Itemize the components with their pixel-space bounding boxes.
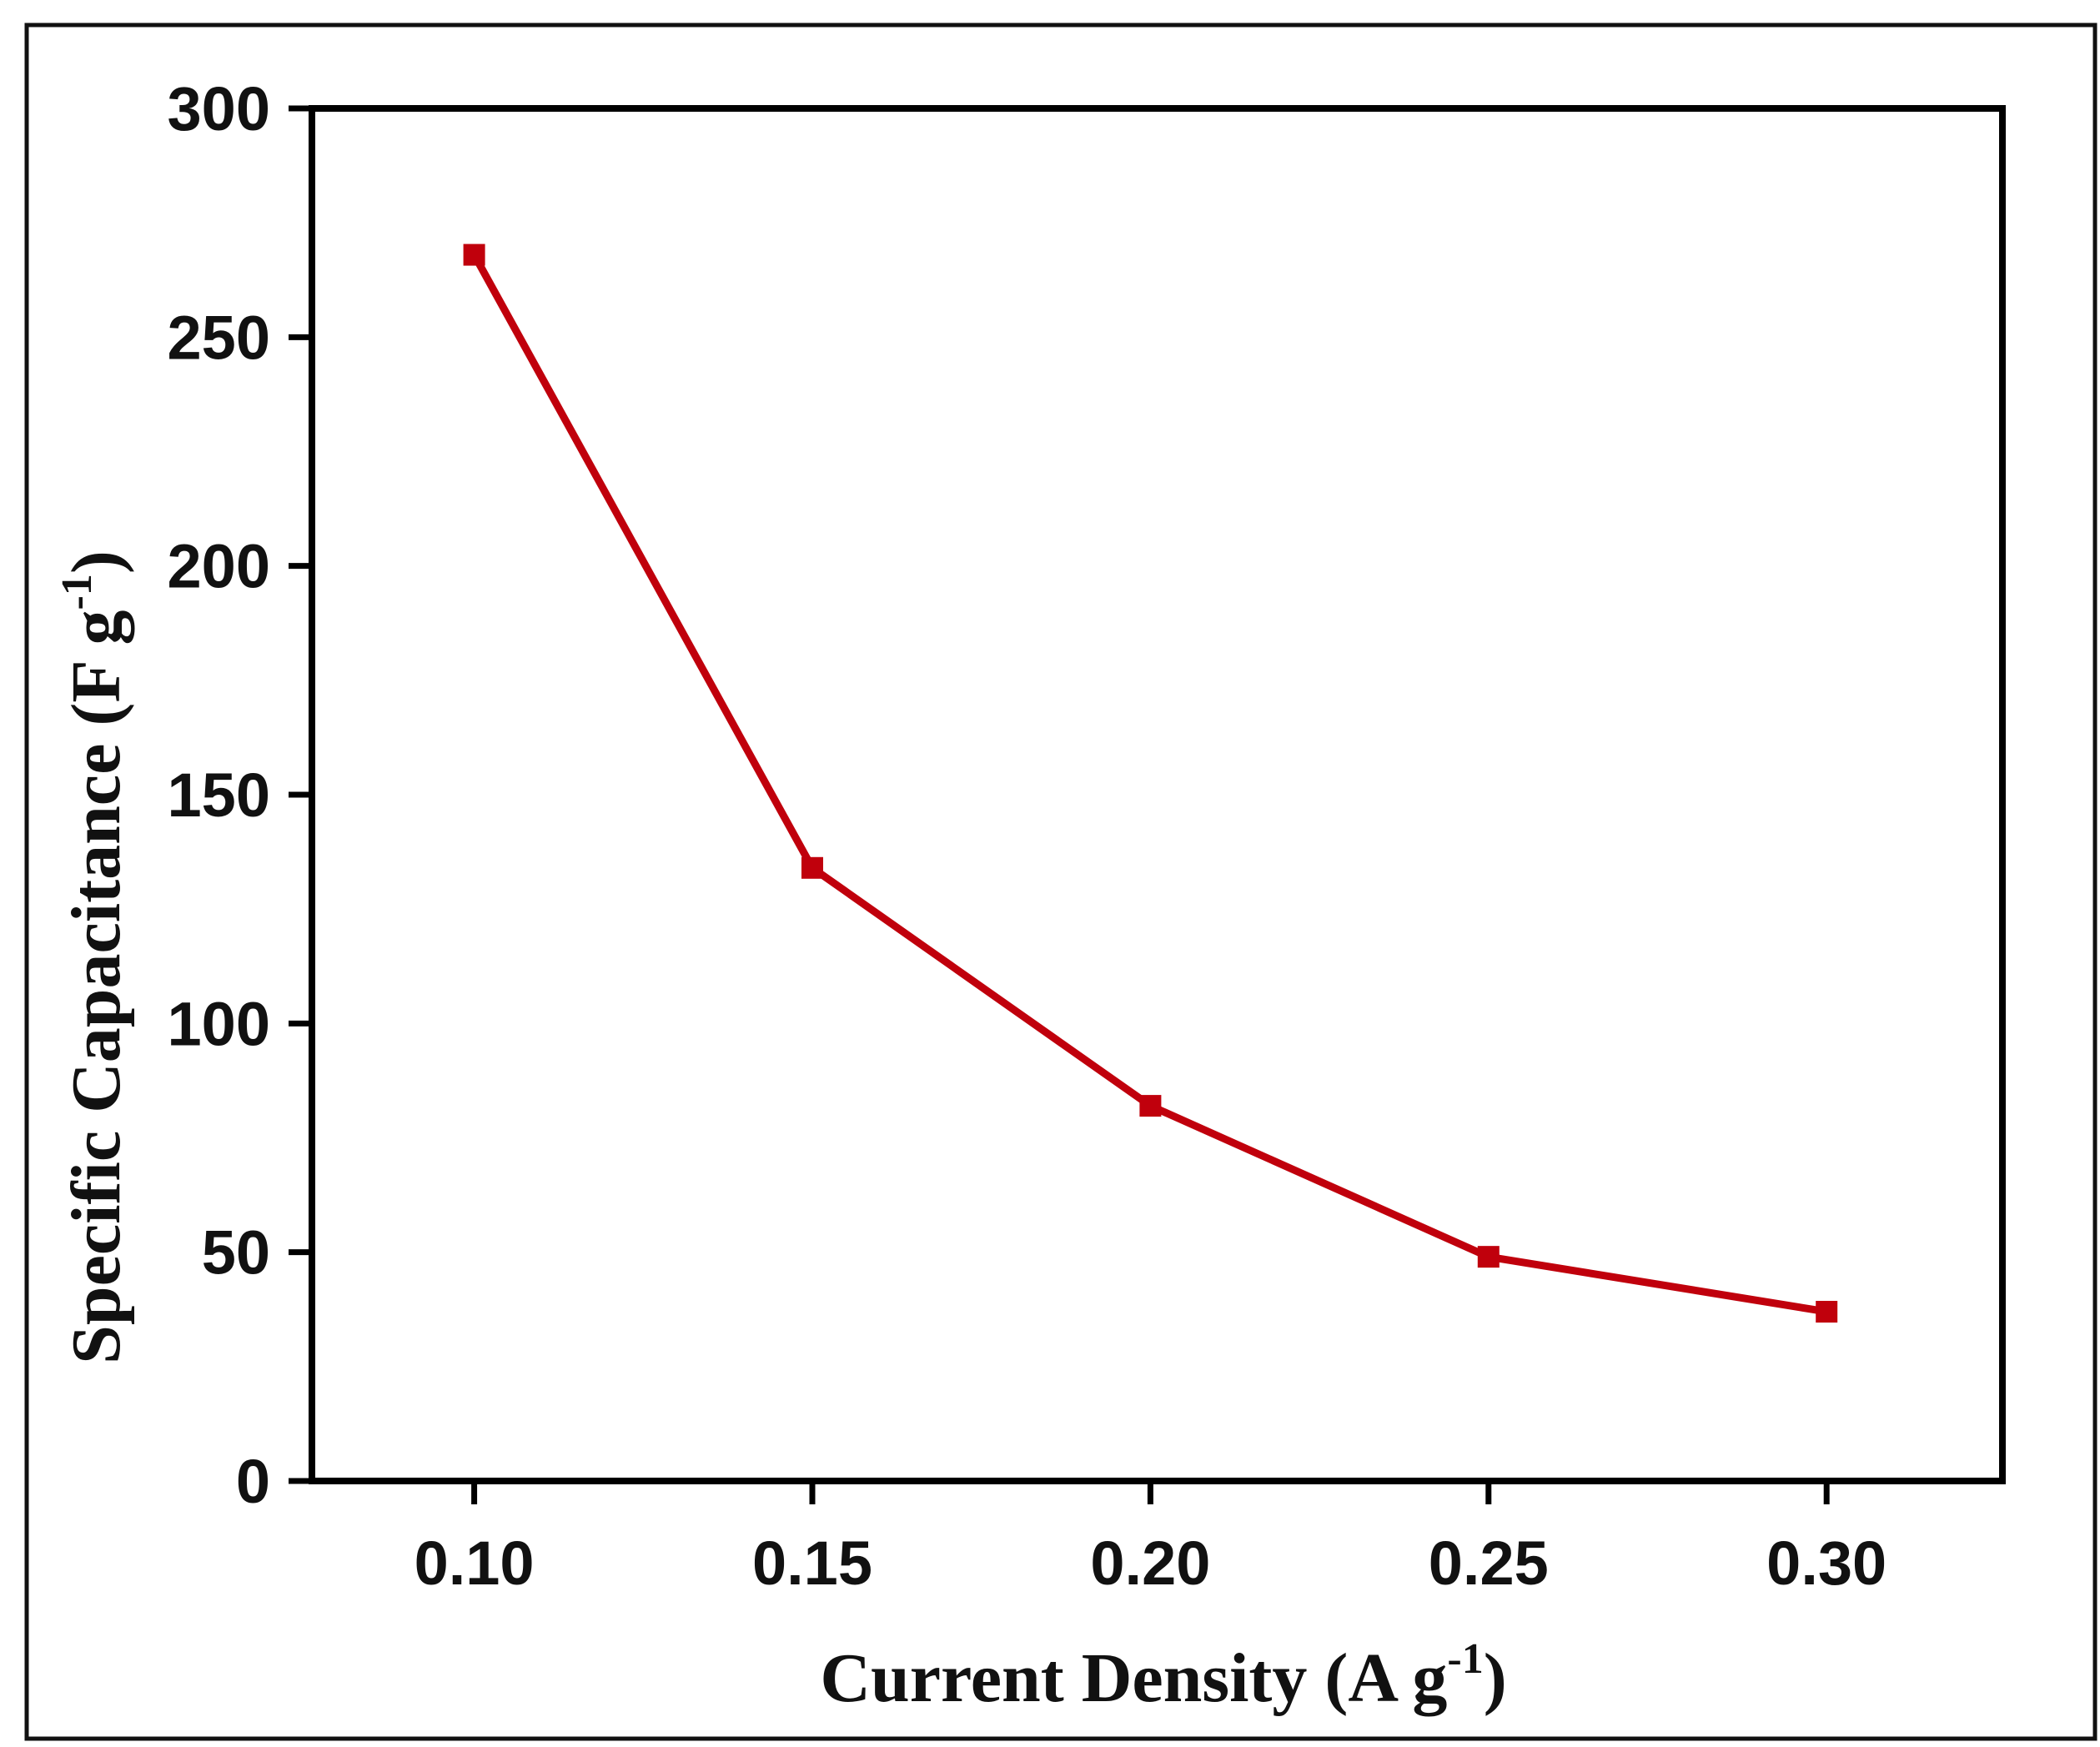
x-tick-label: 0.30 <box>1766 1529 1886 1598</box>
y-tick-label: 250 <box>168 303 270 372</box>
y-axis: 0 50 100 150 200 250 300 <box>168 74 312 1516</box>
y-axis-title-close: ) <box>58 550 135 574</box>
x-tick-label: 0.15 <box>752 1529 872 1598</box>
y-tick-label: 100 <box>168 989 270 1058</box>
y-tick-label: 200 <box>168 532 270 601</box>
plot-area <box>463 243 1838 1323</box>
y-tick-label: 0 <box>236 1447 270 1516</box>
y-tick-label: 150 <box>168 761 270 830</box>
data-point-marker <box>463 243 485 266</box>
y-axis-title-sup: -1 <box>53 574 101 610</box>
x-axis-title: Current Density (A g-1) <box>820 1635 1506 1717</box>
x-tick-label: 0.20 <box>1090 1529 1210 1598</box>
x-axis-title-main: Current Density (A g <box>820 1639 1447 1717</box>
y-tick-label: 50 <box>202 1218 270 1288</box>
data-point-marker <box>1816 1300 1838 1323</box>
data-point-marker <box>801 856 823 879</box>
data-point-marker <box>1477 1246 1500 1268</box>
x-tick-label: 0.10 <box>414 1529 535 1598</box>
y-axis-title: Specific Capacitance (F g-1) <box>53 550 135 1364</box>
figure-border <box>24 23 2097 1741</box>
x-axis: 0.10 0.15 0.20 0.25 0.30 <box>414 1481 1886 1598</box>
data-point-marker <box>1139 1095 1162 1117</box>
y-tick-label: 300 <box>168 74 270 143</box>
x-tick-label: 0.25 <box>1429 1529 1549 1598</box>
x-axis-title-sup: -1 <box>1447 1635 1483 1683</box>
y-axis-title-main: Specific Capacitance (F g <box>58 610 135 1363</box>
x-axis-title-close: ) <box>1484 1639 1507 1717</box>
